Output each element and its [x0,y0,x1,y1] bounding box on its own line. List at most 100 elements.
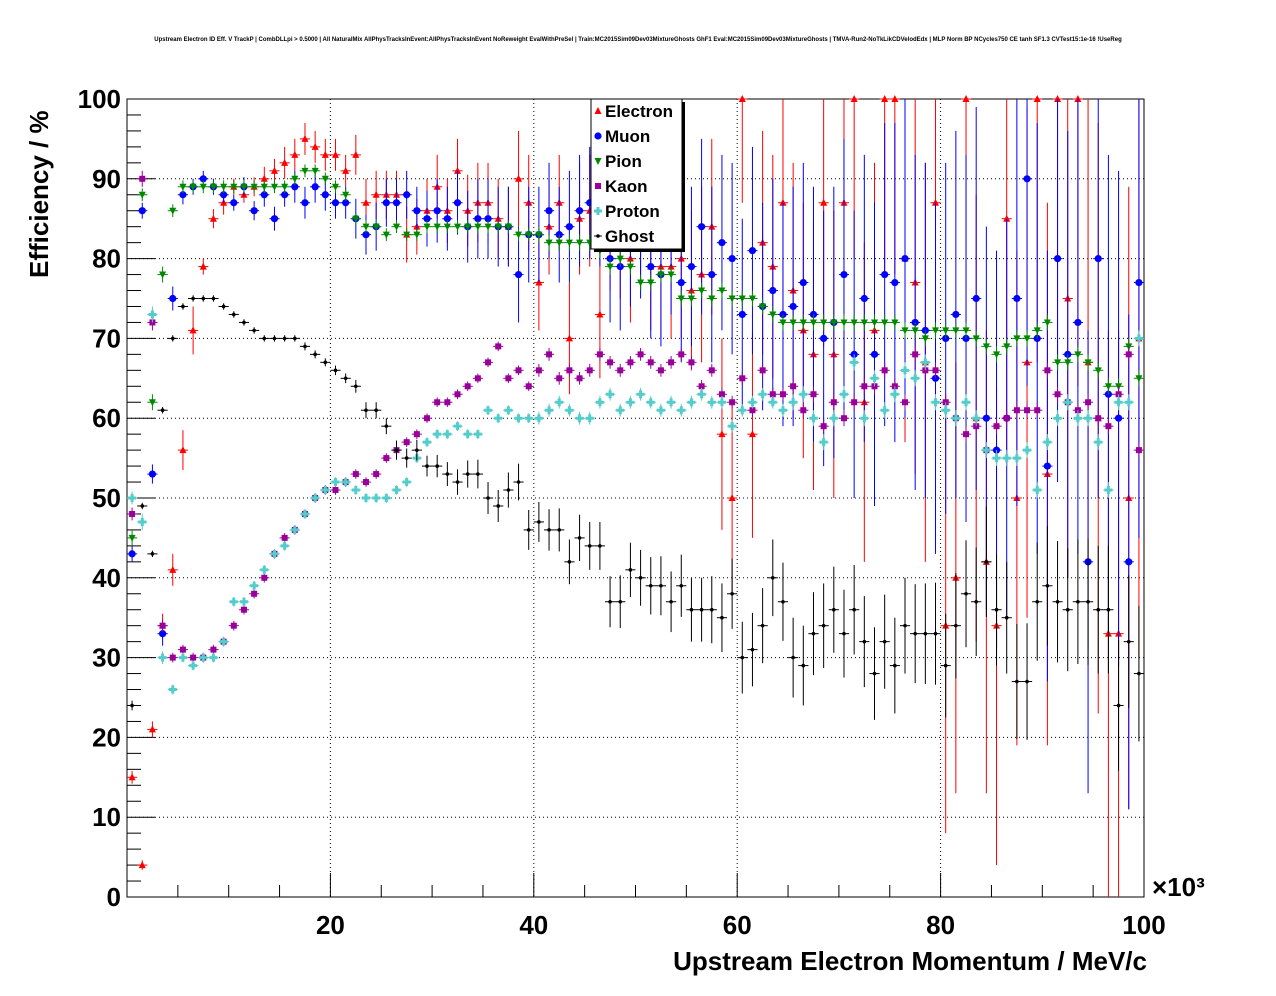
data-point [252,328,256,333]
data-point [656,406,665,415]
data-point [372,494,381,502]
data-point [251,590,258,597]
data-point [361,494,370,502]
data-point [687,398,696,407]
data-point [516,480,521,484]
data-point [1003,214,1011,222]
data-point [616,406,625,415]
data-point [992,454,1001,463]
data-point [515,231,523,239]
data-point [321,191,329,199]
data-point [331,199,340,207]
data-point [627,359,634,366]
data-point [382,231,390,239]
data-point [608,599,612,604]
x-tick-label: 80 [926,910,955,940]
data-point [515,367,522,374]
data-point [484,406,493,415]
data-point [1024,407,1031,414]
data-point [364,408,368,413]
legend-marker [594,158,602,165]
data-point [636,390,645,399]
data-point [962,327,970,335]
data-point [606,390,615,399]
data-point [301,134,309,142]
data-point [891,278,899,287]
data-point [270,215,279,223]
data-point [362,223,370,231]
data-point [728,494,736,501]
x-tick-label: 60 [723,910,752,940]
data-point [982,414,990,422]
data-point [565,239,573,247]
data-point [626,398,635,407]
legend-marker [594,132,602,140]
data-point [504,223,512,231]
data-point [343,376,348,381]
data-point [819,438,828,447]
data-point [1034,407,1041,414]
data-point [1003,415,1010,422]
data-point [250,183,258,191]
data-point [830,319,838,327]
data-point [291,150,299,158]
data-point [1105,423,1112,430]
data-point [1033,486,1042,495]
data-point [209,653,218,662]
data-point [220,183,228,191]
data-point [362,198,370,206]
data-point [454,391,461,398]
data-point [260,565,269,574]
data-point [913,631,917,636]
data-point [1094,438,1103,447]
data-point [708,270,716,279]
legend-marker [595,183,601,189]
data-point [730,591,734,596]
data-point [433,223,441,231]
data-point [128,494,137,502]
data-point [373,471,380,478]
data-point [870,374,879,383]
data-point [1065,607,1070,612]
data-point [954,623,958,628]
data-point [565,223,573,231]
data-point [778,406,787,415]
data-point [1125,351,1132,358]
data-point [415,448,419,452]
y-tick-label: 60 [92,403,121,433]
data-point [128,773,136,781]
data-point [678,351,685,358]
data-point [921,358,930,367]
data-point [810,391,817,398]
data-point [403,191,411,199]
data-point [890,390,899,399]
data-point [272,336,277,341]
data-point [1094,255,1102,263]
data-point [382,199,390,207]
data-point [941,406,950,415]
tick-layer: 0 10 20 30 40 50 60 70 80 90 100 20 40 60 80 100 [78,84,1166,940]
data-point [769,391,776,398]
data-point [933,631,938,636]
data-point [1137,671,1141,676]
data-point [1044,367,1051,374]
data-point [1106,607,1111,612]
legend-item-pion: Pion [594,152,642,171]
data-point [984,560,989,564]
data-point [159,271,167,279]
data-point [282,336,287,341]
data-point [557,528,562,532]
data-point [587,544,592,548]
data-point [729,399,736,406]
data-point [881,367,888,374]
data-point [758,390,767,399]
data-point [392,199,401,207]
data-point [923,631,928,636]
data-point [555,398,564,407]
data-point [881,319,889,327]
data-point [495,343,502,350]
data-point [912,351,919,358]
data-point [199,653,208,662]
data-point [850,358,859,367]
